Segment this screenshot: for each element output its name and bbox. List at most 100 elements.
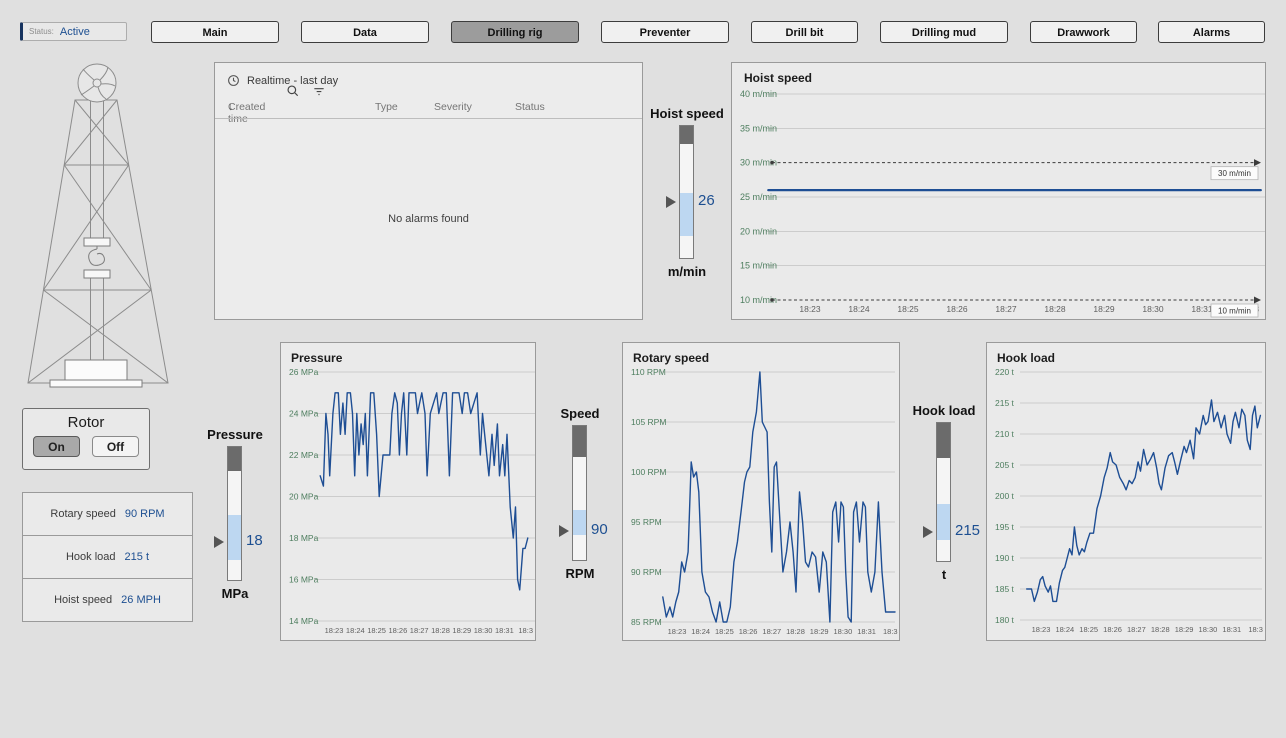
speed-gauge-segment-dark <box>573 426 586 457</box>
x-axis-tick-label: 18:31 <box>1222 625 1241 634</box>
hook-load-chart: 180 t 185 t 190 t 195 t 200 t 205 t 210 t 215 t… <box>995 367 1263 634</box>
readouts-table: Rotary speed 90 RPM Hook load 215 t Hois… <box>22 492 193 622</box>
speed-gauge-segment-blue <box>573 510 586 535</box>
pressure-gauge-segment-light <box>228 560 241 580</box>
rotor-on-button[interactable]: On <box>33 436 80 457</box>
column-header-type[interactable]: Type <box>375 101 398 113</box>
speed-gauge-pointer[interactable] <box>559 525 569 538</box>
x-axis-tick-label: 18:27 <box>1127 625 1146 634</box>
hoist-gauge-pointer[interactable] <box>666 196 676 209</box>
hoist-speed-gauge: Hoist speed 26 m/min <box>647 106 727 279</box>
x-axis-tick-label: 18:30 <box>1199 625 1218 634</box>
x-axis-tick-label: 18:23 <box>1032 625 1051 634</box>
hoist-speed-gauge-unit: m/min <box>667 264 707 279</box>
column-header-severity[interactable]: Severity <box>434 101 472 113</box>
hoist-speed-limit-30: 30 m/min <box>770 159 1261 181</box>
hook-load-gauge: Hook load 215 t <box>904 403 984 582</box>
speed-gauge-segment-light <box>573 534 586 560</box>
x-axis-tick-label: 18:24 <box>346 626 365 635</box>
x-axis-tick-label: 18:31 <box>495 626 514 635</box>
y-axis-tick-label: 185 t <box>995 584 1015 594</box>
filter-icon[interactable] <box>312 84 326 98</box>
speed-gauge-segment-light <box>573 456 586 511</box>
y-axis-tick-label: 10 m/min <box>740 295 777 305</box>
hook-load-gauge-label: Hook load <box>912 403 976 418</box>
readout-value: 90 RPM <box>124 508 165 520</box>
readout-value: 26 MPH <box>121 594 161 606</box>
hook-load-chart-panel: Hook load 180 t 185 t 190 t 195 t 200 t 205 t… <box>986 342 1266 641</box>
pressure-chart: 14 MPa 16 MPa 18 MPa 20 MPa 22 MPa 24 MPa 26 M… <box>289 367 535 635</box>
x-axis-tick-label: 18:25 <box>715 627 734 636</box>
limit-value-tag[interactable] <box>1210 303 1259 318</box>
rotary-speed-gauge: Speed 90 RPM <box>540 406 620 581</box>
limit-value-label: 30 m/min <box>1218 169 1251 178</box>
x-axis-tick-label: 18:26 <box>739 627 758 636</box>
hook-icon <box>49 237 143 388</box>
sort-desc-icon[interactable]: ↓ <box>228 101 234 113</box>
y-axis-tick-label: 215 t <box>995 398 1015 408</box>
y-axis-tick-label: 25 m/min <box>740 192 777 202</box>
crown-wheel-icon <box>77 63 117 103</box>
status-label: Status: <box>29 27 54 36</box>
pressure-gauge-pointer[interactable] <box>214 535 224 548</box>
x-axis-tick-label: 18:27 <box>762 627 781 636</box>
hookload-gauge-segment-light <box>937 457 950 505</box>
x-axis-tick-label: 18:23 <box>325 626 344 635</box>
y-axis-tick-label: 110 RPM <box>631 367 666 377</box>
hook-load-gauge-unit: t <box>941 567 947 582</box>
x-axis-tick-label: 18:23 <box>799 304 821 314</box>
pressure-gauge-unit: MPa <box>221 586 249 601</box>
hoist-gauge-segment-light <box>680 144 693 194</box>
nav-button-data[interactable]: Data <box>301 21 429 43</box>
hook-load-gauge-bar: 215 <box>904 422 984 562</box>
y-axis-tick-label: 20 MPa <box>289 492 319 502</box>
rotary-speed-series-line <box>662 371 896 623</box>
rotary-speed-chart-panel: Rotary speed 85 RPM 90 RPM 95 RPM 100 RPM 10… <box>622 342 900 641</box>
limit-value-tag[interactable] <box>1210 166 1259 181</box>
search-icon[interactable] <box>286 84 300 98</box>
hookload-gauge-segment-dark <box>937 423 950 458</box>
column-header-status[interactable]: Status <box>515 101 545 113</box>
hoist-speed-gauge-bar: 26 <box>647 125 727 259</box>
x-axis-tick-label: 18:30 <box>474 626 493 635</box>
rotor-off-button[interactable]: Off <box>92 436 139 457</box>
y-axis-tick-label: 22 MPa <box>289 450 319 460</box>
pressure-gauge-value: 18 <box>246 531 263 549</box>
x-axis-tick-label: 18:27 <box>995 304 1017 314</box>
speed-gauge-track <box>572 425 587 561</box>
hoist-gauge-segment-dark <box>680 126 693 145</box>
limit-value-label: 10 m/min <box>1218 307 1251 316</box>
y-axis-tick-label: 15 m/min <box>740 261 777 271</box>
hoist-gauge-track <box>679 125 694 259</box>
derrick-illustration <box>27 63 169 388</box>
x-axis-tick-label: 18:28 <box>431 626 450 635</box>
nav-button-drilling-mud[interactable]: Drilling mud <box>880 21 1008 43</box>
y-axis-tick-label: 85 RPM <box>631 617 662 627</box>
hookload-gauge-segment-blue <box>937 504 950 541</box>
x-axis-tick-label: 18:24 <box>691 627 710 636</box>
hookload-gauge-pointer[interactable] <box>923 525 933 538</box>
pressure-chart-panel: Pressure 14 MPa 16 MPa 18 MPa 20 MPa 22 MPa 2… <box>280 342 536 641</box>
pressure-gauge-segment-dark <box>228 447 241 471</box>
y-axis-tick-label: 14 MPa <box>289 616 319 626</box>
hookload-gauge-value: 215 <box>955 521 981 539</box>
y-axis-tick-label: 205 t <box>995 460 1015 470</box>
nav-button-drawwork[interactable]: Drawwork <box>1030 21 1137 43</box>
nav-button-drilling-rig[interactable]: Drilling rig <box>451 21 579 43</box>
nav-button-drill-bit[interactable]: Drill bit <box>751 21 858 43</box>
nav-button-alarms[interactable]: Alarms <box>1158 21 1265 43</box>
y-axis-tick-label: 35 m/min <box>740 123 777 133</box>
hook-load-chart-title: Hook load <box>997 351 1056 365</box>
x-axis-tick-label: 18:31 <box>1191 304 1213 314</box>
nav-button-preventer[interactable]: Preventer <box>601 21 729 43</box>
x-axis-tick-label: 18:27 <box>410 626 429 635</box>
hookload-gauge-track <box>936 422 951 562</box>
nav-button-main[interactable]: Main <box>151 21 279 43</box>
y-axis-tick-label: 190 t <box>995 553 1015 563</box>
pressure-gauge-bar: 18 <box>195 446 275 581</box>
x-axis-tick-label: 18:29 <box>1093 304 1115 314</box>
y-axis-tick-label: 26 MPa <box>289 367 319 377</box>
readout-label: Hook load <box>65 551 116 563</box>
hoist-speed-chart: 10 m/min 15 m/min 20 m/min 25 m/min 30 m/min… <box>740 89 1265 318</box>
